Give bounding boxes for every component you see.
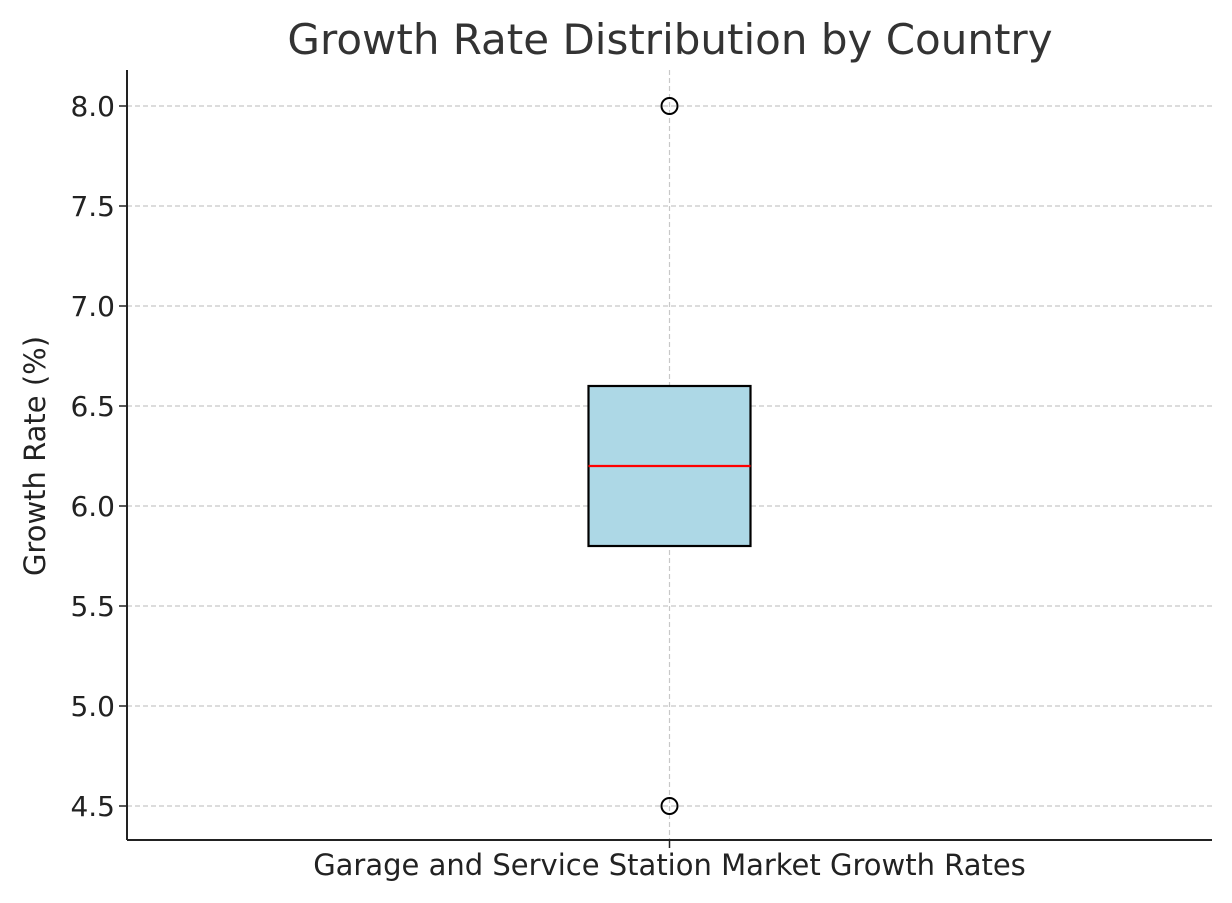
axes xyxy=(119,70,1212,848)
tick-labels: 4.5 5.0 5.5 6.0 6.5 7.0 7.5 8.0 Garage and Servi… xyxy=(70,90,1025,882)
box-plot-series xyxy=(587,97,752,815)
grid-lines xyxy=(127,70,1212,840)
y-axis-title: Growth Rate (%) xyxy=(18,336,52,576)
chart-title: Growth Rate Distribution by Country xyxy=(287,15,1052,64)
x-category-label: Garage and Service Station Market Growth… xyxy=(313,848,1026,882)
y-tick-label: 4.5 xyxy=(70,790,115,823)
y-tick-label: 8.0 xyxy=(70,90,115,123)
y-tick-label: 6.0 xyxy=(70,490,115,523)
y-tick-label: 7.0 xyxy=(70,290,115,323)
y-tick-label: 7.5 xyxy=(70,190,115,223)
outlier-point xyxy=(660,797,679,815)
y-tick-label: 5.5 xyxy=(70,590,115,623)
outlier-point xyxy=(660,97,679,115)
y-tick-label: 5.0 xyxy=(70,690,115,723)
y-tick-label: 6.5 xyxy=(70,390,115,423)
